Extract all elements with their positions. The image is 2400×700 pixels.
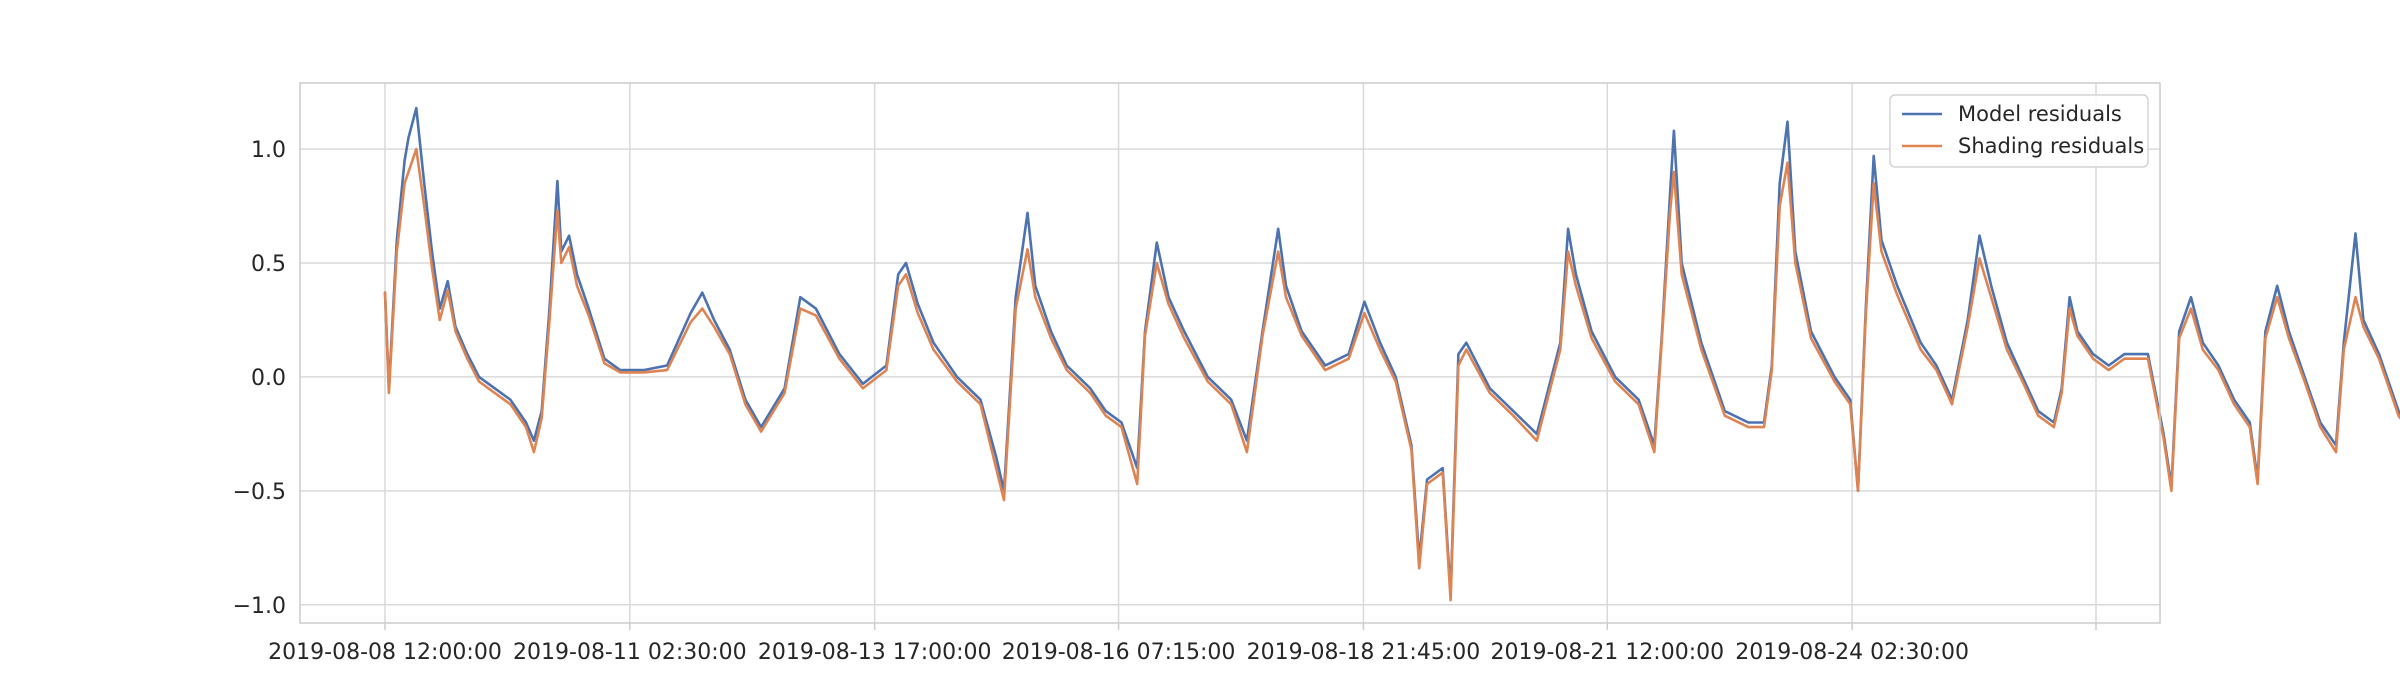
x-tick-label: 2019-08-13 17:00:00 bbox=[758, 640, 992, 665]
plot-frame bbox=[299, 82, 2161, 624]
y-tick-label: −0.5 bbox=[233, 480, 286, 505]
y-tick-label: 0.0 bbox=[251, 366, 286, 391]
legend-label: Model residuals bbox=[1958, 102, 2122, 126]
legend-label: Shading residuals bbox=[1958, 134, 2144, 158]
legend: Model residuals Shading residuals bbox=[1889, 94, 2149, 168]
y-tick-label: 1.0 bbox=[251, 138, 286, 163]
y-tick-label: −1.0 bbox=[233, 594, 286, 619]
grid bbox=[300, 83, 2160, 623]
legend-box bbox=[1889, 94, 2149, 168]
x-axis: 2019-08-08 12:00:00 2019-08-11 02:30:00 20… bbox=[268, 623, 2097, 665]
x-tick-label: 2019-08-24 02:30:00 bbox=[1735, 640, 1969, 665]
x-tick-label: 2019-08-16 07:15:00 bbox=[1002, 640, 1236, 665]
x-tick-label: 2019-08-21 12:00:00 bbox=[1490, 640, 1724, 665]
series-layer bbox=[383, 106, 2400, 602]
x-tick-label: 2019-08-08 12:00:00 bbox=[268, 640, 502, 665]
y-tick-label: 0.5 bbox=[251, 252, 286, 277]
x-tick-label: 2019-08-11 02:30:00 bbox=[513, 640, 747, 665]
x-tick-label: 2019-08-18 21:45:00 bbox=[1247, 640, 1481, 665]
y-axis: 1.0 0.5 0.0 −0.5 −1.0 bbox=[233, 138, 286, 619]
series-line-shading-residuals bbox=[383, 147, 2400, 602]
